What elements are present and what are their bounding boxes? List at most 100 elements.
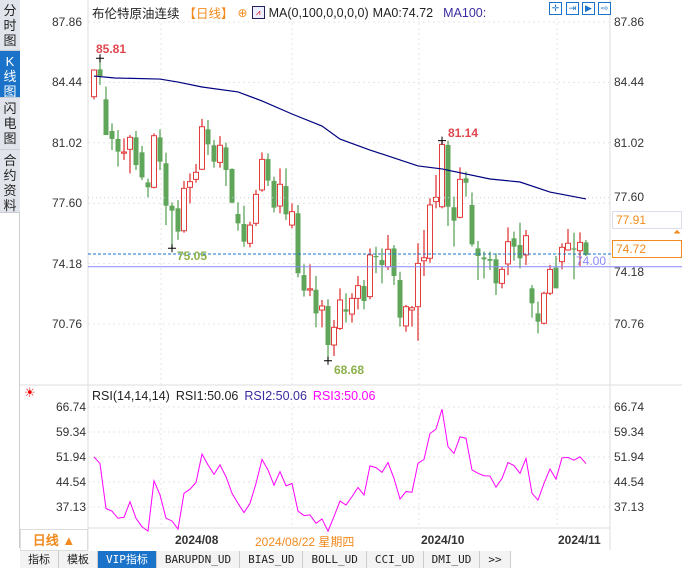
- candle-down: [469, 204, 475, 245]
- candle-down: [481, 257, 487, 260]
- extreme-marker: [438, 136, 446, 145]
- price-axis-label: 84.44: [52, 75, 83, 90]
- candle-down: [583, 242, 589, 255]
- candle-down: [391, 248, 397, 276]
- tab-boll[interactable]: BOLL_UD: [303, 551, 367, 568]
- candle-up: [403, 306, 409, 327]
- candle-down: [301, 275, 307, 291]
- candle-up: [547, 268, 553, 294]
- zoom-range-icon[interactable]: ⇥: [566, 2, 579, 15]
- candle-down: [205, 129, 211, 145]
- candle-down: [115, 138, 121, 152]
- indicator-settings-icon[interactable]: ☀: [24, 385, 36, 400]
- candle-down: [571, 248, 577, 250]
- candle-up: [181, 187, 187, 232]
- candle-down: [97, 69, 103, 77]
- candle-up: [505, 241, 511, 265]
- tab-barupdn[interactable]: BARUPDN_UD: [156, 551, 241, 568]
- high-label: 85.81: [96, 42, 127, 56]
- high-label-2: 81.14: [448, 126, 479, 140]
- candle-down: [463, 178, 469, 183]
- candle-down: [475, 248, 481, 256]
- candle-up: [331, 326, 337, 346]
- candle-down: [211, 145, 217, 162]
- date-label: 2024/08: [175, 533, 219, 547]
- last-price-tag: 74.72: [612, 240, 682, 258]
- hline-label: 74.00: [576, 254, 607, 268]
- tab-kline[interactable]: K线图: [0, 51, 20, 99]
- candle-up: [349, 297, 355, 315]
- extreme-marker: [168, 244, 176, 253]
- candle-down: [283, 186, 289, 215]
- candle-up: [151, 135, 157, 188]
- ma-params: MA(0,100,0,0,0,0): [268, 5, 369, 20]
- candle-up: [259, 158, 265, 191]
- tab-dmi[interactable]: DMI_UD: [423, 551, 481, 568]
- move-right-icon[interactable]: ⇨: [598, 2, 611, 15]
- candle-down: [241, 224, 247, 242]
- candle-up: [577, 241, 583, 252]
- candle-down: [445, 144, 451, 207]
- price-axis-label: 74.18: [614, 264, 645, 279]
- tab-bias[interactable]: BIAS_UD: [240, 551, 304, 568]
- rsi-axis-label: 59.34: [614, 424, 645, 439]
- tab-indicators[interactable]: 指标: [20, 551, 59, 568]
- candle-up: [409, 307, 415, 311]
- rsi1-value: RSI1:50.06: [175, 389, 239, 403]
- candle-down: [535, 313, 541, 322]
- price-axis-label: 74.18: [52, 256, 83, 271]
- tab-flash[interactable]: 闪电图: [0, 98, 20, 150]
- date-label: 2024/11: [558, 533, 601, 547]
- tab-cci[interactable]: CCI_UD: [366, 551, 424, 568]
- candle-down: [493, 259, 499, 284]
- candle-up: [319, 305, 325, 311]
- chart-legend: 布伦特原油连续 【日线】 ⊕ ⩘ MA(0,100,0,0,0,0) MA0:7…: [92, 3, 486, 22]
- candle-down: [343, 309, 349, 312]
- instrument-name: 布伦特原油连续: [92, 7, 180, 21]
- rsi-axis-label: 51.94: [614, 449, 645, 464]
- price-axis-label: 70.76: [52, 316, 83, 331]
- tab-templates[interactable]: 模板: [59, 551, 98, 568]
- candle-up: [565, 242, 571, 251]
- candle-up: [457, 178, 463, 218]
- candle-up: [367, 254, 373, 298]
- candle-down: [511, 238, 517, 247]
- candle-up: [421, 257, 427, 262]
- price-axis-label: 81.02: [52, 135, 83, 150]
- tab-vip-indicators[interactable]: VIP指标: [98, 551, 157, 568]
- rsi2-value: RSI2:50.06: [244, 389, 307, 403]
- period-label: 【日线】: [183, 7, 234, 21]
- candle-up: [199, 126, 205, 170]
- low-label-2: 68.68: [334, 363, 365, 377]
- candle-up: [187, 181, 193, 188]
- candle-down: [271, 180, 277, 208]
- rsi-axis-label: 66.74: [56, 400, 87, 414]
- rsi-axis-label: 59.34: [56, 424, 87, 439]
- zoom-fit-icon[interactable]: ▶: [582, 2, 595, 15]
- tab-timeshare[interactable]: 分时图: [0, 0, 20, 51]
- price-axis-label: 77.60: [614, 190, 645, 205]
- ma100-value-tag: 77.91: [612, 211, 682, 229]
- candle-up: [427, 204, 433, 259]
- candle-up: [541, 292, 547, 324]
- period-select-button[interactable]: 日线 ▲: [20, 529, 88, 551]
- tab-contract-info[interactable]: 合约资料: [0, 150, 20, 213]
- ma0-value: MA0:74.72: [372, 5, 434, 20]
- rsi-axis-label: 51.94: [56, 449, 87, 464]
- price-axis-label: 87.86: [52, 15, 83, 29]
- ma100-label: MA100:: [443, 5, 487, 20]
- candle-down: [133, 137, 139, 166]
- indicator-chart-icon[interactable]: ⩘: [251, 6, 265, 19]
- crosshair-icon[interactable]: ✛: [549, 2, 562, 15]
- crosshair-toggle-icon[interactable]: ⊕: [237, 5, 248, 20]
- rsi-axis-label: 37.13: [614, 500, 645, 515]
- tabs-more-button[interactable]: >>: [480, 551, 511, 568]
- price-axis-label: 81.02: [614, 135, 645, 150]
- ma100-line: [93, 75, 587, 200]
- candle-down: [517, 245, 523, 259]
- candle-up: [127, 136, 133, 150]
- candle-up: [277, 183, 283, 207]
- view-tabs: 分时图 K线图 闪电图 合约资料: [0, 0, 20, 548]
- candle-down: [145, 182, 151, 188]
